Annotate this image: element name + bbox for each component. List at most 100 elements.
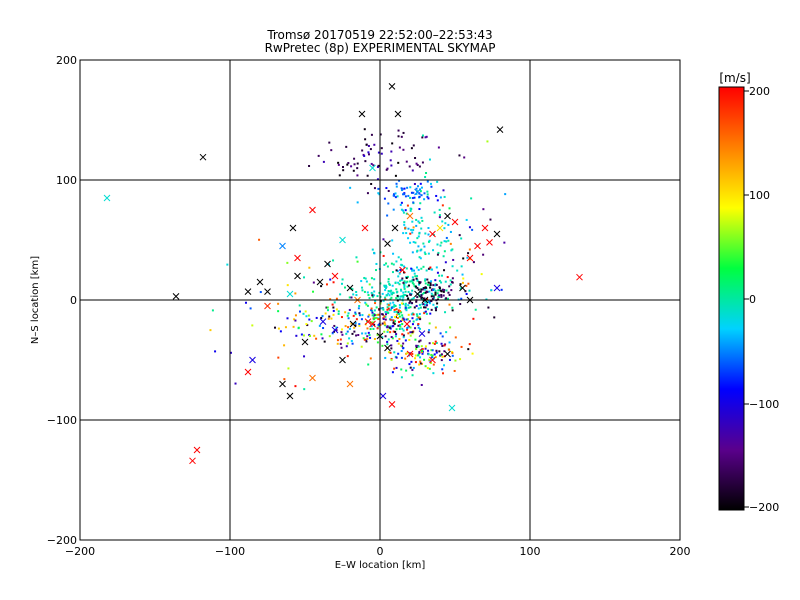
data-point	[347, 162, 350, 165]
data-point	[418, 232, 421, 235]
data-point	[427, 240, 430, 243]
data-point	[441, 372, 444, 375]
data-point	[429, 182, 432, 185]
x-tick-label: −100	[215, 545, 245, 558]
data-point	[351, 342, 354, 345]
data-point	[389, 298, 392, 301]
data-point	[355, 291, 358, 294]
data-point	[409, 209, 412, 212]
data-point	[404, 227, 407, 230]
data-point	[300, 333, 303, 336]
data-point	[399, 269, 402, 272]
data-point	[415, 313, 418, 316]
data-point	[277, 310, 280, 313]
data-point	[440, 359, 443, 362]
data-point	[468, 289, 471, 292]
data-point	[419, 190, 422, 193]
data-point	[459, 287, 462, 290]
data-point-cross	[576, 273, 583, 281]
data-point	[364, 332, 367, 335]
data-point	[373, 278, 376, 281]
data-point	[444, 261, 447, 264]
data-point	[427, 197, 430, 200]
data-point	[396, 195, 399, 198]
data-point	[421, 161, 424, 164]
data-point	[364, 277, 367, 280]
data-point	[376, 333, 379, 336]
data-point	[411, 220, 414, 223]
data-point	[428, 290, 431, 293]
data-point-cross	[474, 242, 481, 250]
data-point	[431, 354, 434, 357]
data-point	[449, 283, 452, 286]
data-point	[482, 253, 485, 256]
data-point	[459, 358, 462, 361]
data-point	[434, 326, 437, 329]
data-point	[375, 316, 378, 319]
data-point	[327, 317, 330, 320]
data-point	[405, 276, 408, 279]
data-point	[346, 314, 349, 317]
data-point	[364, 338, 367, 341]
data-point	[302, 312, 305, 315]
data-point	[395, 308, 398, 311]
data-point	[425, 172, 428, 175]
data-point	[404, 209, 407, 212]
data-point	[448, 303, 451, 306]
data-point	[387, 189, 390, 192]
data-point	[409, 196, 412, 199]
data-point	[335, 308, 338, 311]
data-point	[407, 304, 410, 307]
data-point	[444, 222, 447, 225]
data-point	[409, 186, 412, 189]
data-point	[365, 340, 368, 343]
data-point	[405, 160, 408, 163]
data-point	[451, 354, 454, 357]
data-point	[392, 194, 395, 197]
data-point	[387, 292, 390, 295]
data-point	[422, 303, 425, 306]
data-point	[370, 162, 373, 165]
data-point	[413, 285, 416, 288]
data-point	[412, 283, 415, 286]
data-point	[411, 352, 414, 355]
data-point	[435, 351, 438, 354]
data-point	[424, 345, 427, 348]
data-point	[424, 291, 427, 294]
data-point	[467, 348, 470, 351]
y-tick-label: 200	[56, 54, 77, 67]
data-point	[411, 197, 414, 200]
data-point	[410, 360, 413, 363]
data-point	[393, 322, 396, 325]
data-point	[383, 321, 386, 324]
data-point	[409, 207, 412, 210]
data-point	[386, 312, 389, 315]
data-point	[357, 334, 360, 337]
data-point-cross	[279, 380, 286, 388]
data-point	[404, 306, 407, 309]
data-point	[448, 293, 451, 296]
data-point	[331, 303, 334, 306]
data-point	[420, 345, 423, 348]
data-point	[375, 262, 378, 265]
data-point	[460, 237, 463, 240]
data-point	[459, 283, 462, 286]
data-point	[348, 327, 351, 330]
data-point	[332, 309, 335, 312]
data-point	[398, 146, 401, 149]
data-point	[434, 283, 437, 286]
data-point	[390, 150, 393, 153]
data-point	[385, 311, 388, 314]
data-point	[283, 378, 286, 381]
data-point	[274, 326, 277, 329]
data-point	[355, 256, 358, 259]
data-point	[432, 372, 435, 375]
data-point	[384, 315, 387, 318]
data-point	[414, 357, 417, 360]
data-point	[387, 307, 390, 310]
data-point	[420, 297, 423, 300]
data-point	[424, 301, 427, 304]
data-point	[396, 339, 399, 342]
data-point	[386, 343, 389, 346]
data-point	[409, 326, 412, 329]
